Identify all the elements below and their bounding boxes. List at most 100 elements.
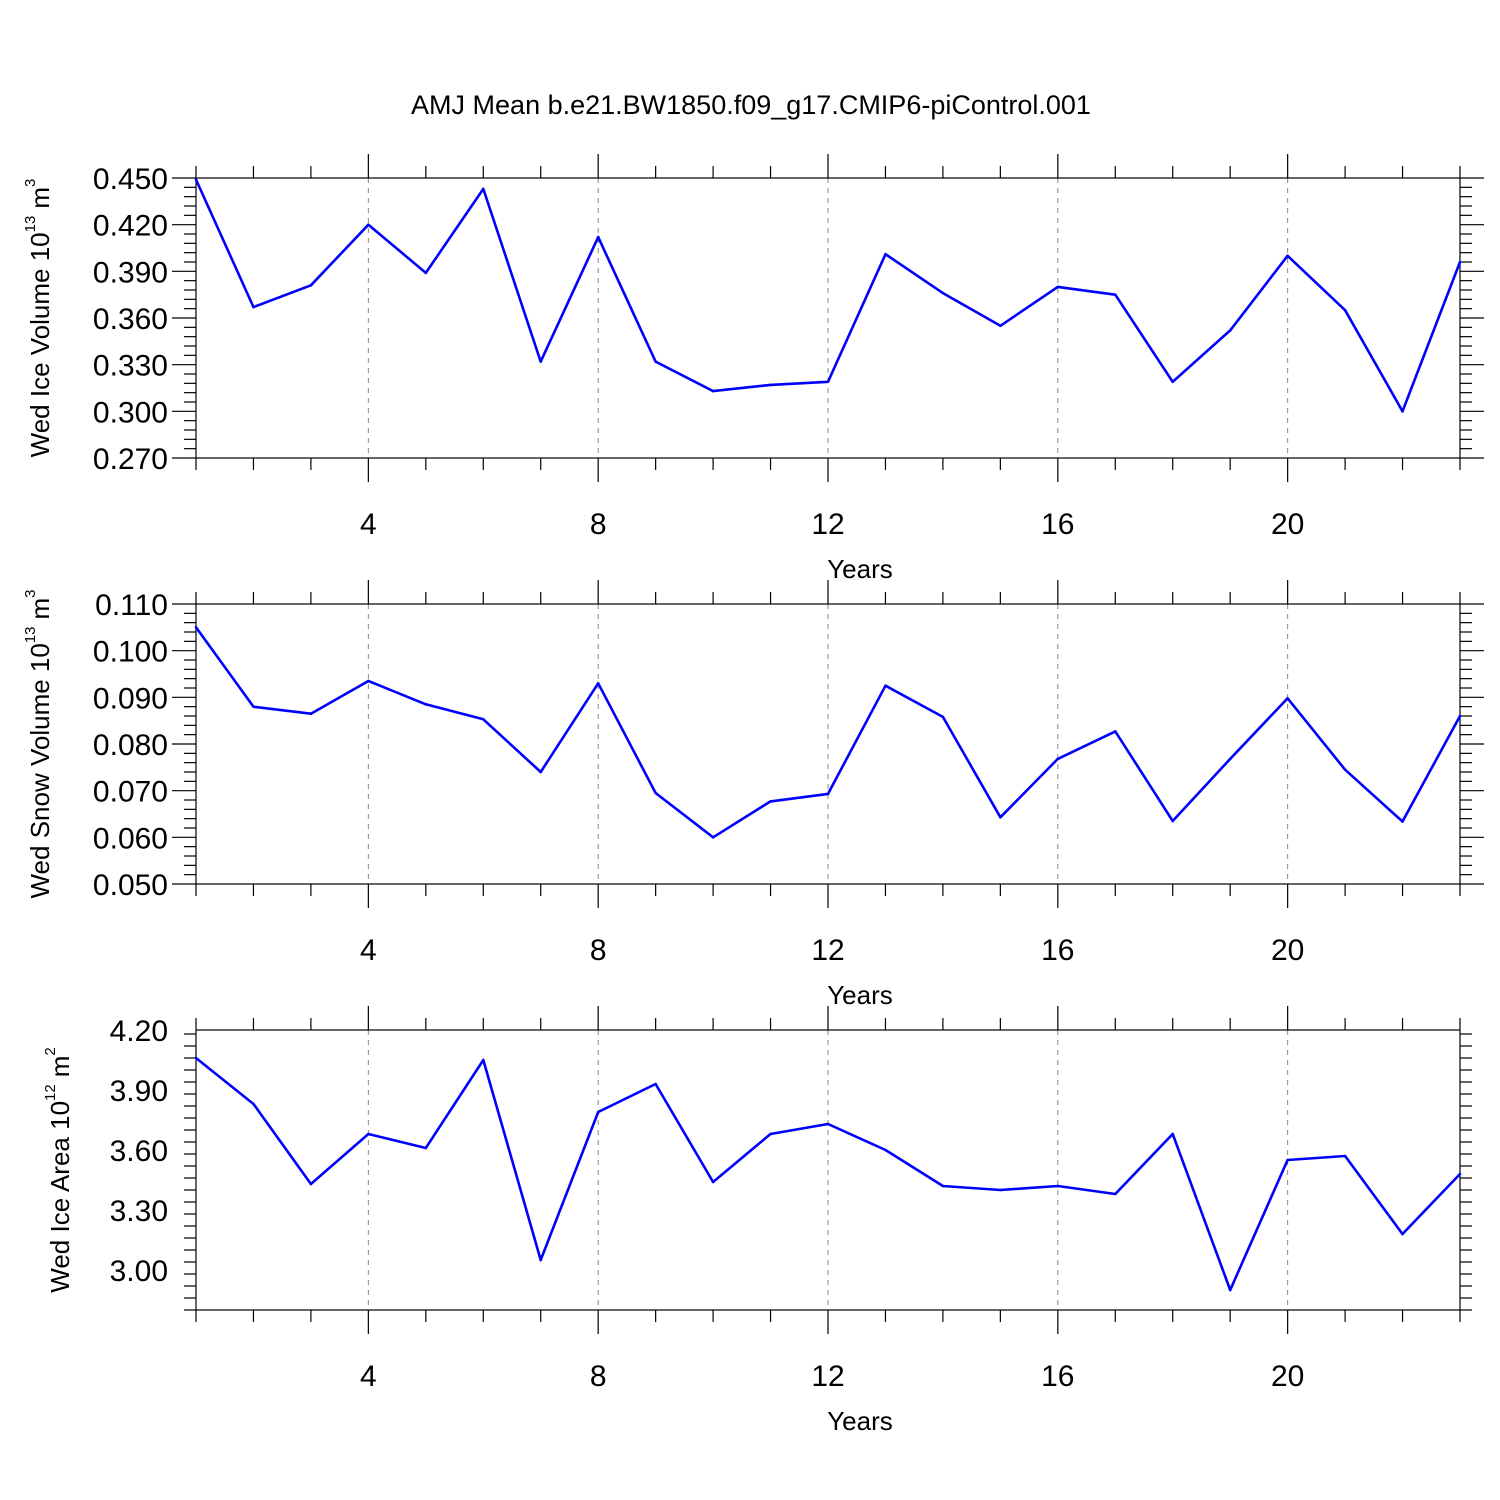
y-axis-label: Wed Ice Area 1012 m2 xyxy=(42,1047,75,1292)
data-point-8 xyxy=(596,1110,600,1114)
data-point-1 xyxy=(194,1056,198,1060)
panels: 4 8 12 16 20 0.270 0.300 0.330 0.360 0.390 0.420 0.… xyxy=(22,154,1484,1436)
y-tick-label: 0.360 xyxy=(93,303,168,336)
series-line xyxy=(194,179,1462,413)
data-point-22 xyxy=(1401,820,1404,823)
data-point-14 xyxy=(941,1184,945,1188)
data-point-14 xyxy=(941,291,945,295)
y-axis-label: Wed Ice Volume 1013 m3 xyxy=(22,179,55,458)
data-point-4 xyxy=(367,1132,370,1136)
y-tick-label: 0.110 xyxy=(95,589,168,622)
x-tick-label: 20 xyxy=(1271,934,1304,967)
data-point-21 xyxy=(1343,308,1347,312)
data-point-12 xyxy=(826,1122,830,1126)
data-point-10 xyxy=(711,389,715,393)
data-point-3 xyxy=(309,1182,313,1186)
y-tick-label: 3.00 xyxy=(110,1255,168,1288)
data-point-23 xyxy=(1458,714,1462,718)
y-axis-label-main: Wed Ice Area 10 xyxy=(45,1101,75,1293)
y-tick-label: 0.270 xyxy=(93,443,168,476)
data-point-5 xyxy=(424,703,428,706)
data-point-2 xyxy=(252,305,255,309)
y-axis-label-exponent: 13 xyxy=(22,626,39,643)
x-tick-label: 8 xyxy=(590,508,607,541)
x-tick-label: 8 xyxy=(590,934,607,967)
data-point-10 xyxy=(711,836,715,839)
data-point-21 xyxy=(1343,1154,1347,1158)
data-point-16 xyxy=(1056,285,1060,289)
y-tick-label: 3.30 xyxy=(110,1195,168,1228)
y-tick-label: 4.20 xyxy=(110,1015,168,1048)
y-tick-label: 0.390 xyxy=(93,256,168,289)
x-axis-label: Years xyxy=(827,554,893,584)
x-tick-label: 8 xyxy=(590,1360,607,1393)
data-point-6 xyxy=(481,1058,485,1062)
y-axis-label-unit-exponent: 2 xyxy=(42,1047,59,1055)
data-point-17 xyxy=(1113,730,1117,733)
panel-3: 4 8 12 16 20 3.00 3.30 3.60 3.90 4.20 Years Wed Ice… xyxy=(42,1006,1472,1436)
data-point-5 xyxy=(424,1146,428,1150)
y-tick-label: 3.90 xyxy=(110,1075,168,1108)
data-point-9 xyxy=(654,791,657,795)
y-axis-label: Wed Snow Volume 1013 m3 xyxy=(22,589,55,898)
data-point-18 xyxy=(1171,819,1175,823)
data-point-20 xyxy=(1286,1158,1289,1162)
data-point-10 xyxy=(711,1180,715,1184)
x-tick-label: 4 xyxy=(360,1360,377,1393)
data-point-7 xyxy=(539,770,543,774)
x-tick-label: 20 xyxy=(1271,1360,1304,1393)
data-point-15 xyxy=(999,815,1002,819)
data-point-6 xyxy=(481,187,485,191)
data-point-19 xyxy=(1228,757,1232,761)
data-point-11 xyxy=(769,383,772,387)
data-point-1 xyxy=(194,626,198,629)
data-point-17 xyxy=(1113,1192,1117,1196)
y-axis-label-unit: m xyxy=(45,1056,75,1078)
data-point-22 xyxy=(1401,1232,1404,1236)
y-tick-label: 0.100 xyxy=(93,636,168,669)
x-tick-label: 20 xyxy=(1271,508,1304,541)
y-axis-label-exponent: 13 xyxy=(22,216,39,233)
x-tick-label: 12 xyxy=(811,1360,844,1393)
data-point-20 xyxy=(1286,696,1289,700)
y-axis-label-main: Wed Snow Volume 10 xyxy=(25,643,55,898)
data-point-21 xyxy=(1343,768,1347,771)
x-tick-label: 4 xyxy=(360,934,377,967)
data-point-13 xyxy=(884,252,887,256)
data-point-8 xyxy=(596,682,600,685)
y-tick-label: 0.450 xyxy=(93,163,168,196)
data-point-12 xyxy=(826,380,830,384)
y-tick-label: 0.080 xyxy=(93,729,168,762)
y-axis-label-exponent: 12 xyxy=(42,1084,59,1101)
data-point-5 xyxy=(424,271,428,275)
data-point-18 xyxy=(1171,1132,1175,1136)
data-point-9 xyxy=(654,1082,657,1086)
data-point-23 xyxy=(1458,260,1462,264)
data-point-19 xyxy=(1228,329,1232,332)
data-point-11 xyxy=(769,1132,772,1136)
y-axis-label-unit: m xyxy=(25,187,55,209)
x-tick-label: 16 xyxy=(1041,934,1074,967)
x-tick-label: 4 xyxy=(360,508,377,541)
y-axis-label-unit-exponent: 3 xyxy=(22,179,39,187)
panel-2: 4 8 12 16 20 0.050 0.060 0.070 0.080 0.090 0.100 0.… xyxy=(22,580,1484,1010)
data-point-7 xyxy=(539,360,543,363)
y-tick-label: 0.420 xyxy=(93,210,168,243)
data-point-13 xyxy=(884,1148,887,1152)
data-point-9 xyxy=(654,360,657,363)
x-axis-label: Years xyxy=(827,980,893,1010)
y-axis-label-unit-exponent: 3 xyxy=(22,589,39,597)
x-tick-label: 12 xyxy=(811,508,844,541)
data-point-1 xyxy=(194,178,198,181)
x-tick-label: 16 xyxy=(1041,508,1074,541)
data-point-2 xyxy=(252,1102,255,1106)
data-point-16 xyxy=(1056,1184,1060,1188)
data-point-17 xyxy=(1113,293,1117,296)
data-point-3 xyxy=(309,712,313,715)
data-point-22 xyxy=(1401,410,1404,413)
data-point-4 xyxy=(367,679,370,683)
y-tick-label: 0.070 xyxy=(93,776,168,809)
data-point-3 xyxy=(309,284,313,287)
y-tick-label: 0.060 xyxy=(93,822,168,855)
